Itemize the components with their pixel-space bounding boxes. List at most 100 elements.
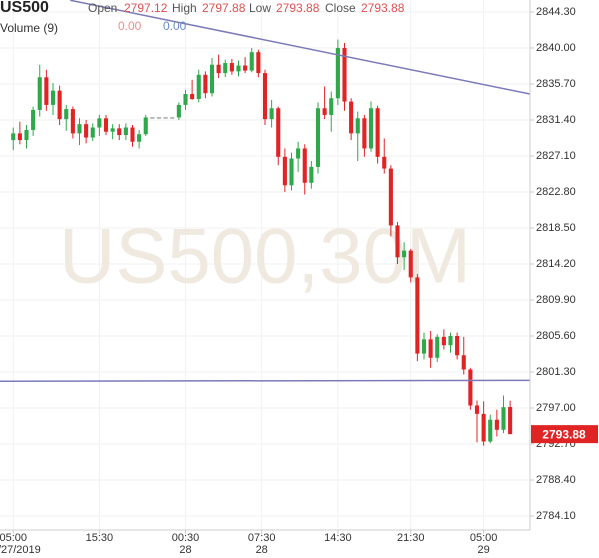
x-tick-label: 21:30 bbox=[397, 532, 425, 544]
candle-body bbox=[150, 117, 155, 119]
candle-body bbox=[342, 47, 347, 102]
candle-body bbox=[243, 65, 248, 71]
candle-body bbox=[309, 166, 314, 183]
candle-body bbox=[481, 413, 486, 442]
candle-body bbox=[163, 117, 168, 119]
y-tick-label: 2801.30 bbox=[536, 366, 576, 378]
candle-body bbox=[335, 47, 340, 99]
candle-body bbox=[256, 52, 261, 74]
x-tick-label: 07:30 bbox=[248, 532, 276, 544]
candle-body bbox=[196, 74, 201, 100]
candle-body bbox=[408, 250, 413, 278]
candle-body bbox=[269, 108, 274, 120]
candle-body bbox=[395, 225, 400, 258]
candle-body bbox=[229, 63, 234, 72]
candle-body bbox=[44, 77, 49, 105]
candle-body bbox=[57, 90, 62, 120]
y-tick-label: 2827.10 bbox=[536, 150, 576, 162]
candle-body bbox=[302, 148, 307, 183]
candle-body bbox=[382, 156, 387, 169]
x-tick-label: 05:00 bbox=[470, 532, 498, 544]
x-tick-label: 14:30 bbox=[324, 532, 352, 544]
candle-body bbox=[170, 117, 175, 119]
ohlc-value: 2797.88 bbox=[202, 1, 246, 15]
y-tick-label: 2831.40 bbox=[536, 114, 576, 126]
candle-body bbox=[402, 250, 407, 258]
candle-body bbox=[110, 128, 115, 132]
trend-line bbox=[0, 379, 530, 382]
candle-body bbox=[50, 90, 56, 105]
x-tick-label: 00:30 bbox=[172, 532, 200, 544]
date-tick-label: 29 bbox=[478, 544, 490, 556]
candle-body bbox=[421, 339, 427, 354]
candle-body bbox=[77, 124, 82, 134]
candle-body bbox=[349, 101, 354, 134]
candle-body bbox=[322, 108, 327, 115]
y-tick-label: 2788.40 bbox=[536, 474, 576, 486]
y-tick-label: 2809.90 bbox=[536, 294, 576, 306]
candle-body bbox=[176, 104, 181, 118]
candle-body bbox=[156, 117, 162, 119]
y-tick-label: 2840.00 bbox=[536, 42, 576, 54]
candle-body bbox=[117, 128, 122, 136]
candle-body bbox=[375, 108, 380, 157]
volume-value: 0.00 bbox=[118, 19, 142, 33]
candle-body bbox=[137, 134, 142, 142]
ohlc-label: Open bbox=[88, 1, 117, 15]
candle-body bbox=[315, 108, 321, 167]
candle-body bbox=[461, 355, 466, 370]
candle-body bbox=[97, 118, 102, 128]
candle-body bbox=[441, 336, 446, 346]
candle-body bbox=[223, 63, 228, 74]
candle-body bbox=[355, 118, 360, 134]
y-tick-label: 2814.20 bbox=[536, 258, 576, 270]
date-tick-label: 05/27/2019 bbox=[0, 544, 41, 556]
candle-body bbox=[468, 369, 473, 406]
y-tick-label: 2844.30 bbox=[536, 6, 576, 18]
candle-body bbox=[84, 124, 89, 138]
candle-body bbox=[24, 130, 29, 141]
candle-body bbox=[276, 108, 281, 157]
candle-body bbox=[329, 98, 334, 115]
candle-body bbox=[415, 277, 420, 354]
y-tick-label: 2818.50 bbox=[536, 222, 576, 234]
ohlc-value: 2797.12 bbox=[124, 1, 168, 15]
candle-body bbox=[64, 109, 69, 120]
y-tick-label: 2805.60 bbox=[536, 330, 576, 342]
candle-body bbox=[368, 108, 374, 149]
candle-body bbox=[190, 94, 195, 100]
last-price-tag bbox=[531, 425, 598, 444]
candle-body bbox=[488, 419, 493, 442]
candle-body bbox=[123, 127, 128, 136]
candle-body bbox=[501, 407, 506, 430]
last-price-label: 2793.88 bbox=[542, 427, 586, 441]
candle-body bbox=[203, 74, 208, 94]
y-tick-label: 2835.70 bbox=[536, 78, 576, 90]
candle-body bbox=[209, 64, 215, 94]
date-tick-label: 28 bbox=[256, 544, 268, 556]
ohlc-value: 2793.88 bbox=[276, 1, 320, 15]
candle-body bbox=[11, 133, 16, 141]
candle-body bbox=[262, 73, 268, 120]
candle-body bbox=[296, 148, 301, 159]
ohlc-label: High bbox=[172, 1, 197, 15]
candle-body bbox=[31, 109, 36, 131]
candle-body bbox=[455, 336, 460, 356]
candle-body bbox=[362, 118, 367, 149]
candle-body bbox=[448, 336, 453, 346]
candle-body bbox=[37, 77, 42, 110]
y-tick-label: 2797.00 bbox=[536, 402, 576, 414]
ohlc-value: 2793.88 bbox=[361, 1, 405, 15]
y-tick-label: 2784.10 bbox=[536, 510, 576, 522]
candle-body bbox=[17, 133, 22, 141]
x-tick-label: 05:00 bbox=[0, 532, 27, 544]
date-tick-label: 28 bbox=[179, 544, 191, 556]
candle-body bbox=[90, 127, 95, 138]
candle-body bbox=[103, 118, 109, 132]
candle-body bbox=[130, 127, 135, 142]
candle-body bbox=[183, 94, 188, 105]
volume-label: Volume (9) bbox=[0, 21, 58, 35]
candle-body bbox=[143, 117, 148, 135]
y-tick-label: 2822.80 bbox=[536, 186, 576, 198]
